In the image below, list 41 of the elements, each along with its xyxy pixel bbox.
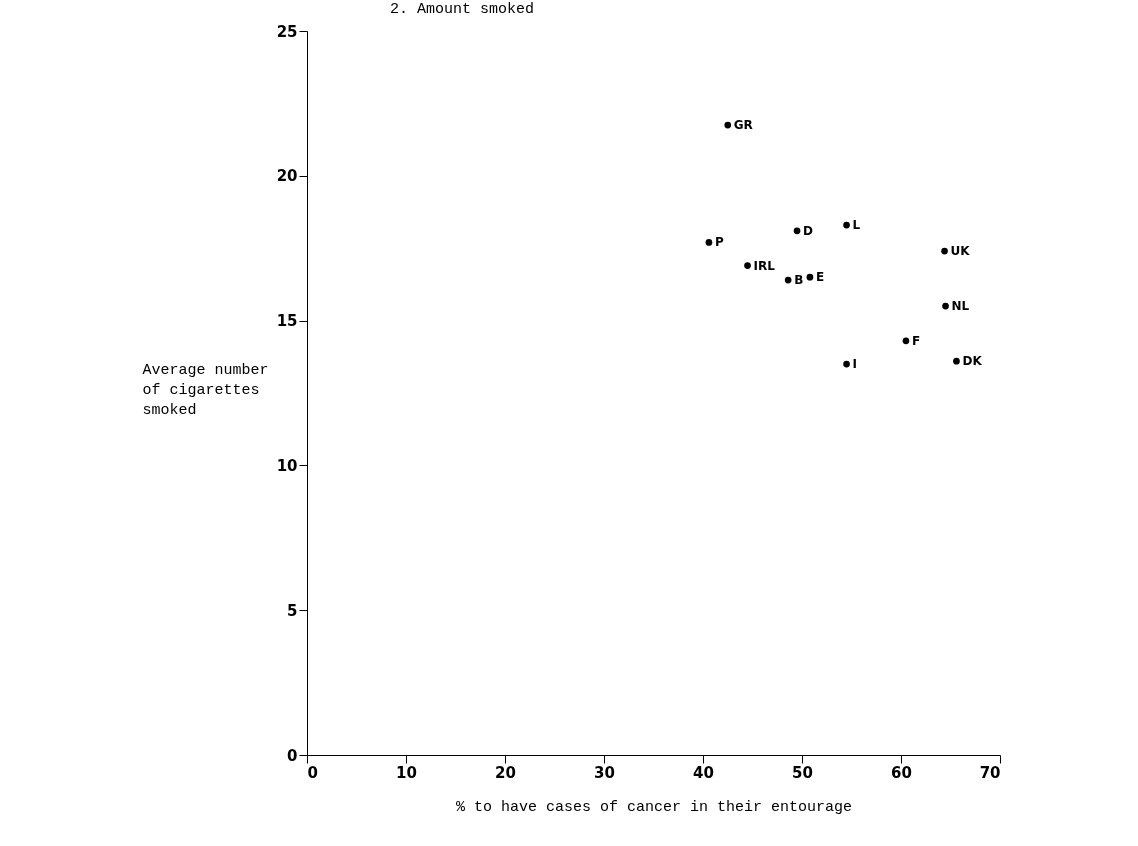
y-tick-label: 25 [276,22,298,41]
series-label: I [852,357,858,372]
series-label: P [714,235,724,250]
x-tick-label: 50 [792,763,813,782]
x-tick-label: 20 [495,763,516,782]
point [942,302,949,310]
y-axis-title: Average number of cigarettes smoked [142,361,269,419]
y-tick-label: 0 [287,746,298,765]
x-tick-label: 30 [594,763,615,782]
series-label: F [911,333,921,348]
y-tick-label: 5 [287,601,298,620]
point [941,247,948,255]
x-tick-label: 0 [307,763,318,782]
x-tick-label: 70 [979,763,1001,782]
series-label: DK [962,354,983,369]
point [724,121,732,129]
series-label: GR [733,118,753,133]
series-label: UK [950,244,971,259]
series-label: B [794,273,804,288]
chart-title: 2. Amount smoked [390,1,535,18]
point [705,239,713,246]
y-tick-label: 10 [276,456,298,475]
y-tick-label: 15 [276,312,298,331]
point [902,337,910,345]
point [793,227,801,235]
y-tick-label: 20 [276,167,298,186]
point [806,273,814,281]
x-tick-label: 60 [891,763,912,782]
point [843,221,850,229]
x-tick-label: 40 [693,763,714,782]
series-label: D [803,223,814,238]
series-label: L [852,218,861,233]
point [843,360,850,368]
series-label: NL [951,299,970,314]
x-tick-label: 10 [396,763,417,782]
x-axis-title: % to have cases of cancer in their entourage [455,798,853,816]
point [784,276,792,284]
point [744,262,751,269]
series-label: E [815,270,825,285]
point [953,357,960,365]
series-label: IRL [753,258,776,273]
